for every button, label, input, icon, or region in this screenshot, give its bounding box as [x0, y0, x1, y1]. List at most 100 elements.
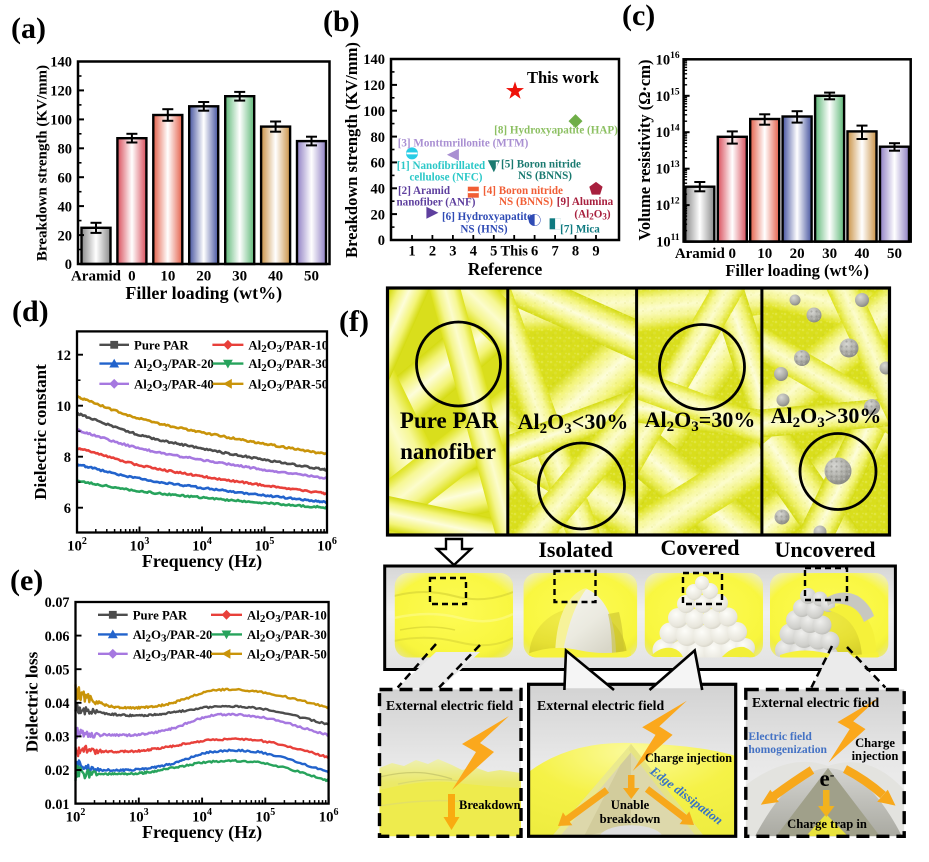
svg-text:60: 60 [371, 156, 386, 172]
svg-text:3: 3 [449, 244, 456, 260]
svg-text:NS (BNNS): NS (BNNS) [518, 170, 572, 182]
svg-text:10: 10 [757, 246, 772, 262]
svg-text:5: 5 [490, 244, 497, 260]
svg-text:0.07: 0.07 [45, 595, 70, 611]
svg-text:Al2O3/PAR-30: Al2O3/PAR-30 [248, 357, 328, 374]
svg-text:20: 20 [371, 207, 386, 223]
svg-text:2: 2 [429, 244, 436, 260]
svg-text:0.02: 0.02 [45, 763, 70, 779]
svg-text:[2] Aramid: [2] Aramid [398, 185, 451, 197]
svg-text:Filler loading (wt%): Filler loading (wt%) [725, 261, 869, 280]
svg-text:(Al2O3): (Al2O3) [574, 208, 610, 221]
svg-text:120: 120 [363, 78, 385, 94]
svg-text:Reference: Reference [468, 259, 543, 279]
svg-text:Al2O3/PAR-20: Al2O3/PAR-20 [133, 628, 213, 645]
svg-text:Aramid: Aramid [675, 246, 726, 262]
svg-text:Pure PAR: Pure PAR [133, 608, 188, 622]
svg-text:(b): (b) [323, 5, 360, 38]
svg-text:50: 50 [304, 269, 319, 285]
svg-text:0.06: 0.06 [45, 629, 70, 645]
svg-text:Electric field: Electric field [748, 730, 812, 743]
svg-text:6: 6 [531, 244, 538, 260]
svg-text:0: 0 [378, 233, 385, 249]
svg-text:NS (BNNS): NS (BNNS) [499, 196, 553, 208]
svg-text:nanofiber (ANF): nanofiber (ANF) [397, 197, 476, 209]
svg-text:Charge injection: Charge injection [645, 751, 732, 765]
svg-text:0: 0 [65, 257, 72, 273]
svg-text:[4] Boron nitride: [4] Boron nitride [483, 185, 563, 197]
svg-text:100: 100 [50, 113, 72, 129]
svg-text:Filler loading (wt%): Filler loading (wt%) [125, 283, 282, 304]
svg-text:0: 0 [729, 246, 737, 262]
svg-text:0.04: 0.04 [45, 696, 70, 712]
svg-text:80: 80 [58, 141, 73, 157]
svg-text:Unable: Unable [611, 798, 650, 812]
svg-text:NS (HNS): NS (HNS) [460, 223, 507, 235]
svg-text:30: 30 [822, 246, 837, 262]
svg-text:[9] Alumina: [9] Alumina [557, 196, 614, 208]
svg-text:Al2O3/PAR-20: Al2O3/PAR-20 [134, 357, 214, 374]
svg-text:Al2O3>30%: Al2O3>30% [771, 403, 882, 431]
svg-text:[8] Hydroxyapatite (HAP): [8] Hydroxyapatite (HAP) [494, 124, 618, 136]
svg-text:External electric field: External electric field [752, 695, 880, 710]
svg-text:(a): (a) [11, 12, 46, 45]
svg-text:Frequency (Hz): Frequency (Hz) [142, 822, 262, 843]
svg-text:Volume resistivity (Ω·cm): Volume resistivity (Ω·cm) [635, 60, 654, 241]
svg-text:(e): (e) [10, 564, 43, 597]
svg-text:Al2O3/PAR-40: Al2O3/PAR-40 [133, 647, 213, 664]
svg-text:[5] Boron nitride: [5] Boron nitride [501, 159, 581, 171]
svg-text:Uncovered: Uncovered [774, 537, 875, 562]
svg-text:Charge trap in: Charge trap in [787, 817, 867, 831]
svg-text:40: 40 [58, 199, 73, 215]
svg-text:Dielectric loss: Dielectric loss [23, 651, 42, 752]
svg-text:40: 40 [268, 269, 283, 285]
svg-text:60: 60 [58, 170, 73, 186]
svg-text:0.05: 0.05 [45, 662, 70, 678]
svg-text:4: 4 [470, 244, 477, 260]
svg-text:1: 1 [408, 244, 415, 260]
svg-text:Isolated: Isolated [538, 537, 613, 562]
svg-text:This: This [500, 244, 528, 260]
svg-text:Al2O3/PAR-10: Al2O3/PAR-10 [248, 338, 328, 355]
svg-text:Breakdown strength (KV/mm): Breakdown strength (KV/mm) [35, 65, 51, 261]
svg-text:Al2O3/PAR-50: Al2O3/PAR-50 [248, 377, 328, 394]
svg-text:cellulose (NFC): cellulose (NFC) [409, 172, 482, 184]
svg-text:injection: injection [852, 749, 899, 763]
svg-text:Al2O3/PAR-30: Al2O3/PAR-30 [247, 628, 327, 645]
svg-text:120: 120 [50, 84, 72, 100]
svg-text:0.01: 0.01 [45, 797, 70, 813]
svg-text:20: 20 [58, 228, 73, 244]
svg-text:10: 10 [160, 269, 175, 285]
svg-text:(f): (f) [339, 305, 369, 338]
svg-text:100: 100 [363, 104, 385, 120]
svg-text:8: 8 [64, 450, 71, 466]
svg-text:40: 40 [371, 181, 386, 197]
svg-text:12: 12 [57, 348, 72, 364]
svg-text:Pure PAR: Pure PAR [400, 408, 499, 433]
svg-text:External electric field: External electric field [537, 698, 665, 713]
svg-text:0.03: 0.03 [45, 730, 70, 746]
svg-text:[1] Nanofibrillated: [1] Nanofibrillated [397, 160, 486, 172]
svg-text:Al2O3=30%: Al2O3=30% [645, 407, 756, 435]
svg-text:This work: This work [527, 68, 600, 87]
svg-text:[7] Mica: [7] Mica [560, 223, 600, 235]
svg-text:Al2O3/PAR-10: Al2O3/PAR-10 [247, 608, 327, 625]
svg-text:7: 7 [551, 244, 558, 260]
svg-text:20: 20 [790, 246, 805, 262]
svg-text:Al2O3<30%: Al2O3<30% [518, 409, 629, 437]
svg-text:Covered: Covered [660, 535, 739, 560]
svg-text:Charge: Charge [855, 736, 895, 750]
svg-text:[3] Monttmrillonite (MTM): [3] Monttmrillonite (MTM) [398, 137, 529, 149]
svg-text:homogenization: homogenization [748, 743, 827, 756]
svg-text:Breakdown: Breakdown [459, 798, 521, 812]
svg-text:(c): (c) [622, 0, 655, 32]
svg-text:Al2O3/PAR-50: Al2O3/PAR-50 [247, 647, 327, 664]
svg-text:9: 9 [592, 244, 599, 260]
svg-text:30: 30 [232, 269, 247, 285]
svg-text:6: 6 [64, 501, 71, 517]
svg-text:8: 8 [572, 244, 579, 260]
svg-text:Dielectric constant: Dielectric constant [31, 364, 50, 500]
svg-text:0: 0 [128, 269, 136, 285]
svg-text:10: 10 [57, 399, 72, 415]
svg-text:Frequency (Hz): Frequency (Hz) [142, 551, 262, 572]
